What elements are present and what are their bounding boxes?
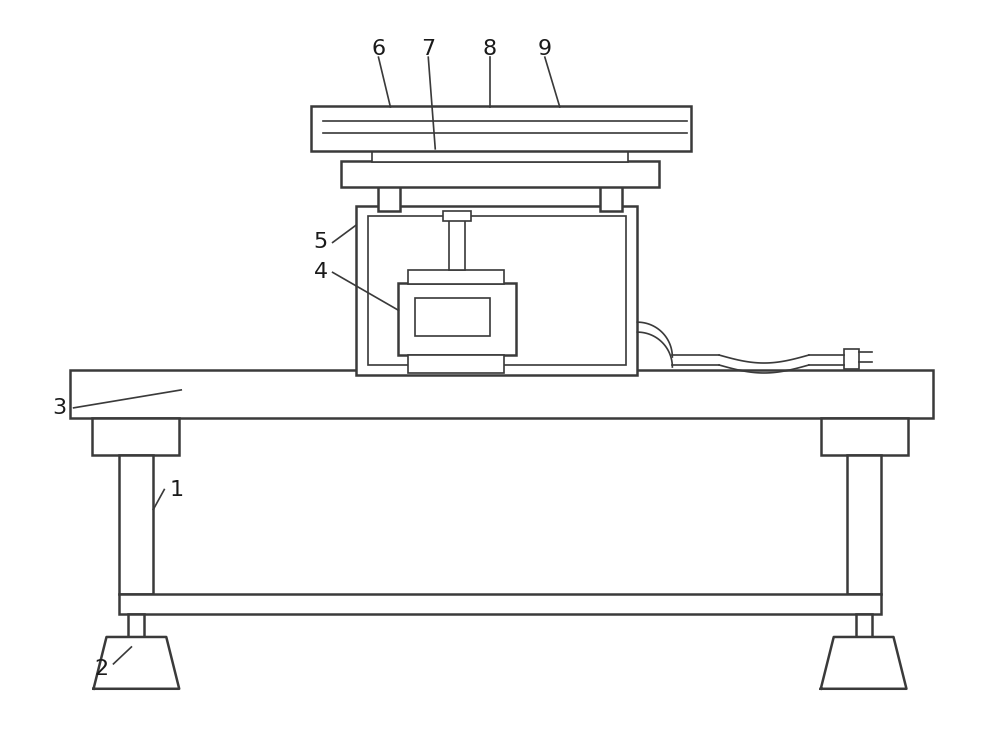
Text: 6: 6: [371, 39, 386, 59]
Bar: [415, 298, 490, 336]
Text: 4: 4: [314, 262, 328, 283]
Bar: [408, 355, 504, 373]
Bar: [119, 454, 153, 594]
Bar: [449, 219, 465, 270]
Polygon shape: [94, 637, 179, 688]
Text: 5: 5: [314, 233, 328, 252]
Bar: [356, 206, 637, 375]
Text: 7: 7: [421, 39, 435, 59]
Bar: [443, 211, 471, 220]
Bar: [341, 161, 659, 186]
Text: 1: 1: [169, 479, 183, 500]
Bar: [821, 418, 908, 454]
Bar: [119, 594, 881, 614]
Bar: [70, 370, 933, 418]
Bar: [847, 454, 881, 594]
Bar: [398, 283, 516, 355]
Bar: [844, 349, 859, 369]
Bar: [92, 418, 179, 454]
Bar: [378, 186, 400, 211]
Text: 9: 9: [538, 39, 552, 59]
Bar: [600, 186, 622, 211]
Text: 8: 8: [483, 39, 497, 59]
Text: 2: 2: [94, 659, 109, 679]
Bar: [856, 614, 872, 637]
Bar: [311, 106, 691, 150]
Bar: [128, 614, 144, 637]
Bar: [372, 149, 628, 161]
Bar: [408, 270, 504, 284]
Text: 3: 3: [53, 398, 67, 418]
Bar: [368, 216, 626, 365]
Polygon shape: [821, 637, 906, 688]
